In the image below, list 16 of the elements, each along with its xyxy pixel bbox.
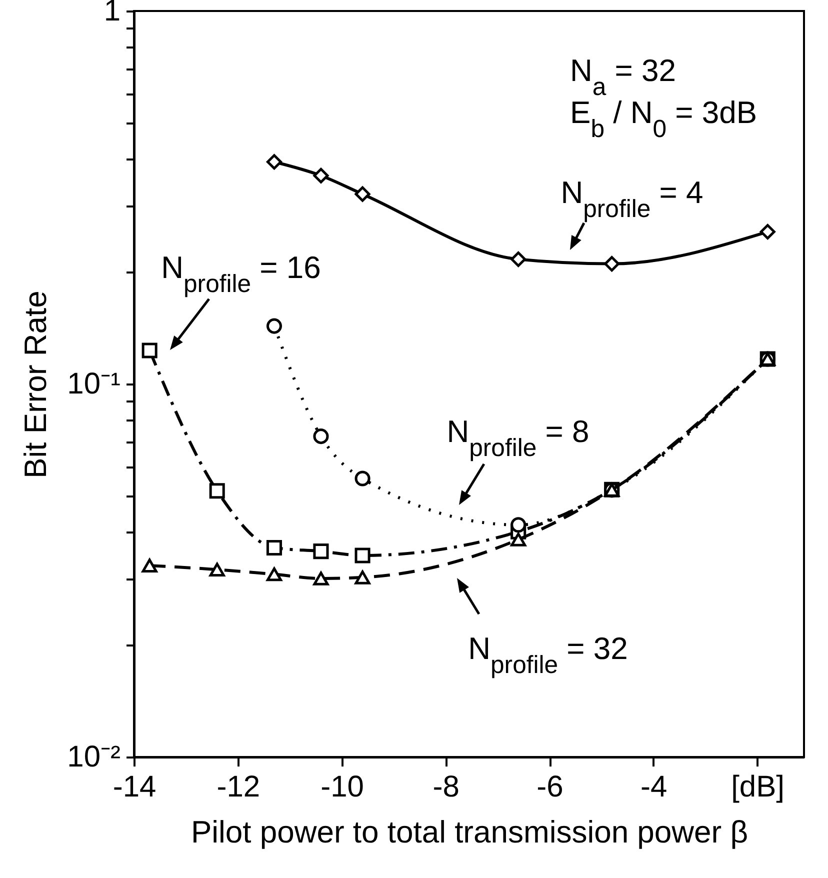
x-tick-label: -12 xyxy=(216,770,260,804)
x-tick-label: -10 xyxy=(320,770,364,804)
y-axis-title: Bit Error Rate xyxy=(18,290,54,478)
annotation: N$_{profile}$ = 8 xyxy=(446,414,590,462)
annotation: N$_{profile}$ = 4 xyxy=(560,175,704,222)
x-tick-label: -4 xyxy=(640,770,668,804)
y-tick-label: 10⁻² xyxy=(67,740,121,774)
x-axis-title: Pilot power to total transmission power β xyxy=(190,814,748,850)
y-tick-label: 1 xyxy=(104,0,120,28)
x-tick-label: -14 xyxy=(112,770,156,804)
x-tick-label: [dB] xyxy=(731,770,784,804)
y-tick-label: 10⁻¹ xyxy=(67,368,121,400)
x-tick-label: -6 xyxy=(536,770,564,804)
annotation: N$_{profile}$ = 32 xyxy=(468,631,628,678)
x-tick-label: -8 xyxy=(432,770,460,804)
annotation: N$_{profile}$ = 16 xyxy=(161,250,321,298)
